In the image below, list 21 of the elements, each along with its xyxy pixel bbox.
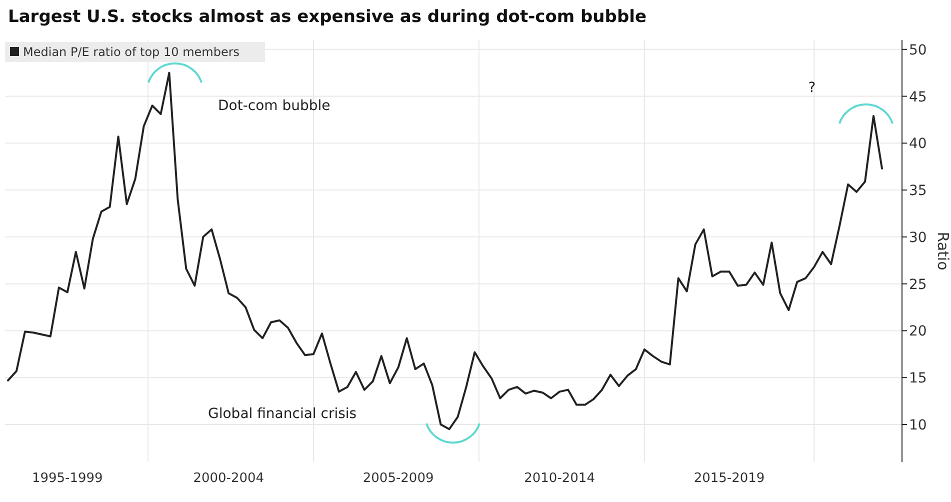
y-tick-label: 40	[909, 136, 927, 152]
legend-label: Median P/E ratio of top 10 members	[23, 45, 240, 59]
x-tick-label: 2015-2019	[694, 471, 765, 486]
y-tick-label: 10	[909, 417, 927, 434]
chart-title: Largest U.S. stocks almost as expensive as during dot-com bubble	[8, 7, 646, 27]
x-tick-label: 2010-2014	[524, 471, 595, 486]
annotation: Global financial crisis	[208, 406, 357, 422]
y-tick-label: 50	[909, 42, 927, 58]
y-tick-label: 30	[909, 230, 927, 246]
y-tick-label: 35	[909, 183, 927, 200]
y-tick-label: 45	[909, 89, 927, 106]
x-tick-label: 2000-2004	[193, 471, 264, 486]
y-tick-label: 15	[909, 370, 927, 387]
line-series	[7, 72, 883, 430]
annotation: ?	[808, 80, 816, 96]
y-axis-title: Ratio	[934, 232, 951, 270]
annotation: Dot-com bubble	[218, 98, 330, 114]
x-tick-label: 1995-1999	[32, 471, 103, 486]
y-tick-label: 20	[909, 324, 927, 340]
x-tick-label: 2005-2009	[362, 471, 434, 486]
y-tick-label: 25	[909, 276, 927, 293]
